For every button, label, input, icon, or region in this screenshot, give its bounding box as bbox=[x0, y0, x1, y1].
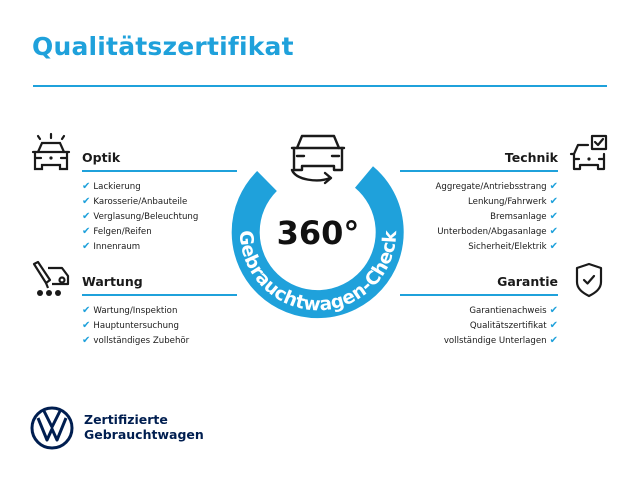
list-item: Unterboden/Abgasanlage ✔ bbox=[437, 226, 558, 237]
section-divider bbox=[400, 170, 558, 172]
check-icon: ✔ bbox=[549, 335, 558, 346]
list-item: ✔ Innenraum bbox=[82, 241, 141, 252]
footer-brand-text: Zertifizierte Gebrauchtwagen bbox=[84, 412, 204, 442]
check-icon: ✔ bbox=[82, 211, 91, 222]
footer-line2: Gebrauchtwagen bbox=[84, 427, 204, 442]
badge-ring bbox=[231, 166, 404, 319]
check-icon: ✔ bbox=[82, 241, 91, 252]
list-item: Garantienachweis ✔ bbox=[469, 305, 558, 316]
check-icon: ✔ bbox=[82, 196, 91, 207]
check-icon: ✔ bbox=[82, 305, 91, 316]
check-icon: ✔ bbox=[549, 226, 558, 237]
list-item: ✔ Hauptuntersuchung bbox=[82, 320, 179, 331]
check-icon: ✔ bbox=[82, 335, 91, 346]
check-icon: ✔ bbox=[549, 305, 558, 316]
car-lights-icon bbox=[31, 132, 71, 171]
list-item: Sicherheit/Elektrik ✔ bbox=[468, 241, 558, 252]
section-divider bbox=[82, 294, 237, 296]
footer-line1: Zertifizierte bbox=[84, 412, 168, 427]
list-item: vollständige Unterlagen ✔ bbox=[443, 335, 558, 346]
list-item: Aggregate/Antriebsstrang ✔ bbox=[435, 181, 558, 192]
page-title: Qualitätszertifikat bbox=[32, 32, 294, 61]
check-icon: ✔ bbox=[549, 181, 558, 192]
list-item: Lenkung/Fahrwerk ✔ bbox=[468, 196, 558, 207]
list-item: ✔ Lackierung bbox=[82, 181, 141, 192]
badge-value: 360° bbox=[277, 214, 360, 252]
list-item: ✔ vollständiges Zubehör bbox=[82, 335, 190, 346]
check-icon: ✔ bbox=[82, 226, 91, 237]
check-icon: ✔ bbox=[82, 181, 91, 192]
car-rotate-icon bbox=[290, 134, 346, 185]
title-divider bbox=[33, 85, 607, 87]
section-heading: Technik bbox=[504, 150, 558, 165]
check-icon: ✔ bbox=[549, 211, 558, 222]
check-icon: ✔ bbox=[549, 196, 558, 207]
list-item: ✔ Verglasung/Beleuchtung bbox=[82, 211, 199, 222]
check-icon: ✔ bbox=[549, 241, 558, 252]
check-icon: ✔ bbox=[549, 320, 558, 331]
vw-logo bbox=[30, 406, 74, 450]
section-optik: Optik ✔ Lackierung ✔ Karosserie/Anbauteile… bbox=[82, 149, 237, 254]
shield-check-icon bbox=[575, 262, 603, 298]
section-heading: Garantie bbox=[497, 274, 558, 289]
section-heading: Wartung bbox=[82, 274, 143, 289]
list-item: ✔ Wartung/Inspektion bbox=[82, 305, 178, 316]
list-item: Bremsanlage ✔ bbox=[490, 211, 558, 222]
section-divider bbox=[400, 294, 558, 296]
section-technik: Technik Aggregate/Antriebsstrang ✔ Lenkun… bbox=[400, 149, 558, 254]
list-item: ✔ Karosserie/Anbauteile bbox=[82, 196, 188, 207]
car-checkbox-icon bbox=[569, 134, 608, 171]
section-divider bbox=[82, 170, 237, 172]
check-icon: ✔ bbox=[82, 320, 91, 331]
service-tools-icon bbox=[32, 260, 70, 296]
section-heading: Optik bbox=[82, 150, 121, 165]
list-item: ✔ Felgen/Reifen bbox=[82, 226, 152, 237]
section-garantie: Garantie Garantienachweis ✔ Qualitätszert… bbox=[400, 273, 558, 348]
section-wartung: Wartung ✔ Wartung/Inspektion ✔ Hauptunters… bbox=[82, 273, 237, 348]
list-item: Qualitätszertifikat ✔ bbox=[469, 320, 558, 331]
